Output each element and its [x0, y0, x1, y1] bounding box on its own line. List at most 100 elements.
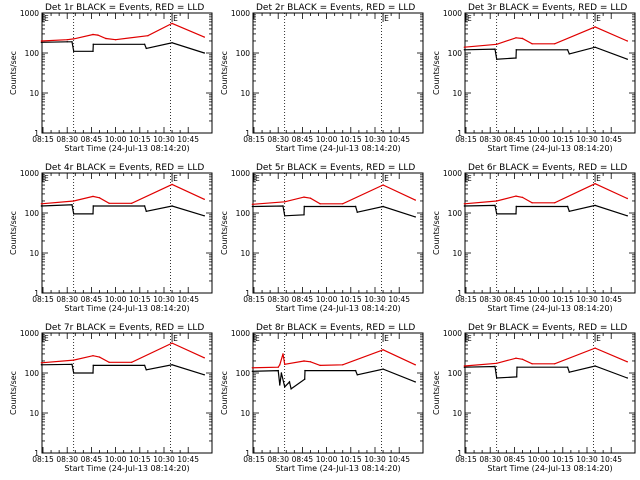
lld-data-point [131, 361, 133, 363]
lld-data-point [626, 197, 628, 200]
x-tick-label: 10:45 [388, 455, 410, 464]
y-tick-label: 100 [25, 209, 40, 218]
lld-data-point [496, 43, 498, 45]
x-axis-label: Start Time (24-Jul-13 08:14:20) [487, 304, 612, 313]
x-tick-label: 10:00 [316, 135, 338, 144]
event-marker-label: E [384, 14, 389, 23]
events-series-line [41, 41, 205, 54]
events-data-point [568, 210, 570, 212]
plot-frame [41, 332, 213, 454]
x-tick-label: 08:45 [504, 295, 526, 304]
x-tick-label: 10:45 [177, 135, 199, 144]
y-tick-label: 1 [34, 449, 39, 458]
events-data-point [279, 384, 281, 386]
x-axis-label: Start Time (24-Jul-13 08:14:20) [275, 304, 400, 313]
lld-data-point [40, 362, 43, 364]
y-axis-label: Counts/sec [432, 211, 441, 255]
events-data-point [304, 378, 306, 380]
plot-frame [41, 12, 213, 134]
events-data-point [414, 216, 416, 218]
lld-data-point [319, 203, 321, 205]
events-data-point [143, 364, 146, 367]
y-tick-label: 10 [240, 249, 250, 258]
lld-data-point [594, 26, 596, 28]
y-tick-label: 1 [245, 289, 250, 298]
y-tick-label: 1 [245, 449, 250, 458]
x-tick-label: 08:30 [267, 455, 289, 464]
lld-data-point [515, 195, 517, 197]
events-series-line [464, 204, 628, 217]
y-tick-label: 100 [448, 209, 463, 218]
lld-data-point [203, 357, 205, 359]
lld-data-point [554, 43, 556, 45]
lld-series-line [464, 183, 628, 205]
panel-title: Det 8r BLACK = Events, RED = LLD [256, 323, 415, 333]
events-data-point [354, 205, 357, 208]
lld-data-point [171, 22, 173, 25]
panel-det-8: Det 8r BLACK = Events, RED = LLD 1 10 100 10… [220, 323, 424, 473]
y-axis-label: Counts/sec [9, 51, 18, 95]
event-marker-label: E [44, 334, 49, 343]
events-data-point [516, 366, 518, 368]
x-tick-label: 10:15 [552, 295, 574, 304]
y-axis-label: Counts/sec [432, 51, 441, 95]
x-tick-label: 08:45 [292, 295, 314, 304]
lld-data-point [203, 198, 205, 200]
lld-data-point [594, 347, 596, 349]
lld-data-point [521, 37, 524, 40]
plot-frame [464, 12, 636, 134]
lld-data-point [92, 195, 94, 198]
event-marker-label: E [255, 174, 260, 183]
events-data-point [516, 376, 518, 378]
x-tick-label: 08:30 [267, 135, 289, 144]
lld-data-point [66, 39, 68, 41]
x-axis-label: Start Time (24-Jul-13 08:14:20) [275, 144, 400, 153]
events-data-point [251, 205, 254, 208]
lld-data-point [282, 353, 284, 355]
x-tick-label: 10:00 [316, 295, 338, 304]
lld-data-point [131, 202, 133, 204]
lld-data-point [382, 184, 384, 186]
x-tick-label: 10:45 [388, 135, 410, 144]
lld-series-line [41, 342, 205, 364]
x-tick-label: 08:15 [243, 295, 265, 304]
lld-data-point [73, 200, 75, 202]
lld-series-line [41, 22, 205, 42]
panel-title: Det 2r BLACK = Events, RED = LLD [256, 3, 415, 13]
events-data-point [73, 213, 75, 215]
lld-data-point [496, 362, 498, 364]
lld-series-line [41, 183, 205, 205]
events-data-point [143, 205, 146, 207]
events-series-line [464, 46, 628, 60]
x-tick-label: 10:15 [340, 455, 362, 464]
lld-data-point [515, 357, 517, 359]
x-tick-label: 10:00 [528, 455, 550, 464]
lld-data-point [92, 33, 94, 36]
x-tick-label: 08:15 [455, 135, 477, 144]
event-marker-label: E [596, 334, 601, 343]
events-data-point [496, 377, 498, 379]
lld-data-point [515, 37, 517, 39]
event-marker-label: E [596, 14, 601, 23]
events-data-point [282, 205, 284, 207]
y-tick-label: 10 [29, 409, 39, 418]
y-tick-label: 100 [236, 369, 251, 378]
y-tick-label: 1000 [443, 9, 462, 18]
event-marker-label: E [384, 334, 389, 343]
events-data-point [515, 57, 517, 59]
events-data-point [494, 48, 496, 50]
event-marker-label: E [173, 174, 178, 183]
panel-det-5: Det 5r BLACK = Events, RED = LLD 1 10 100 10… [220, 163, 424, 313]
events-data-point [496, 58, 498, 60]
lld-data-point [40, 203, 43, 205]
lld-series-line [252, 184, 416, 205]
events-data-point [515, 49, 517, 51]
panel-det-6: Det 6r BLACK = Events, RED = LLD 1 10 100 10… [432, 163, 636, 313]
y-tick-label: 1000 [20, 329, 39, 338]
lld-series-line [252, 349, 416, 369]
x-tick-label: 08:45 [504, 455, 526, 464]
events-data-point [92, 205, 95, 207]
y-axis-label: Counts/sec [432, 371, 441, 415]
event-marker-label: E [44, 174, 49, 183]
events-data-point [40, 41, 43, 43]
